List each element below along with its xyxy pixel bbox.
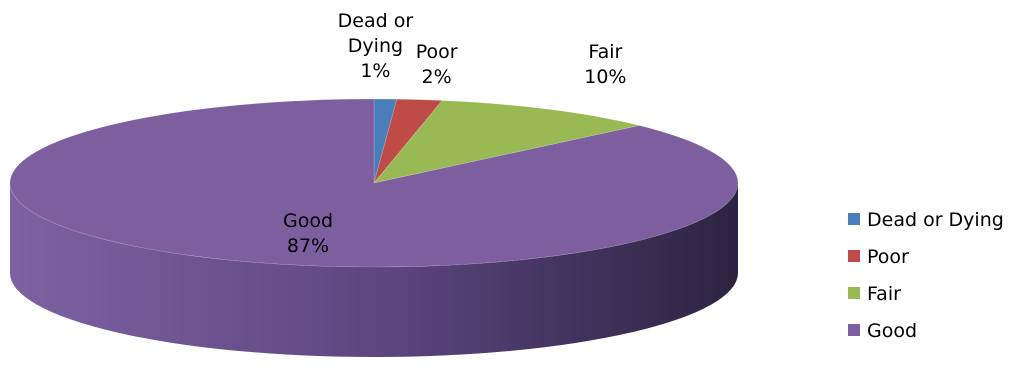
legend-label-fair: Fair [867, 283, 901, 305]
legend-swatch-fair [848, 287, 860, 299]
pie-slice-good [9, 98, 739, 268]
data-label-category-good: Good [283, 210, 333, 232]
pie-slice-dead-or-dying [373, 98, 398, 184]
pie-top-face [9, 98, 739, 268]
legend-label-poor: Poor [867, 246, 909, 268]
data-label-category-fair: Fair [588, 41, 622, 63]
data-label-value-good: 87% [287, 235, 329, 257]
legend-swatch-good [848, 324, 860, 336]
data-label-category-dead-or-dying: Dead or [338, 10, 414, 32]
pie-slice-fair [373, 100, 640, 184]
legend-swatch-poor [848, 250, 860, 262]
pie-slice-side-good [10, 183, 738, 357]
legend-label-good: Good [867, 320, 917, 342]
data-label-category-dead-or-dying: Dying [348, 35, 403, 57]
data-label-value-fair: 10% [584, 66, 626, 88]
pie-slice-poor [373, 98, 443, 184]
legend: Dead or Dying Poor Fair Good [848, 209, 1004, 342]
legend-swatch-dead-or-dying [848, 213, 860, 225]
legend-label-dead-or-dying: Dead or Dying [867, 209, 1004, 231]
slice-labels: Dead or Dying 1% Poor 2% Fair 10% Good 87% [283, 10, 626, 257]
data-label-value-dead-or-dying: 1% [360, 60, 390, 82]
data-label-category-poor: Poor [416, 41, 458, 63]
data-label-value-poor: 2% [422, 66, 452, 88]
pie-side-wall [10, 183, 738, 357]
